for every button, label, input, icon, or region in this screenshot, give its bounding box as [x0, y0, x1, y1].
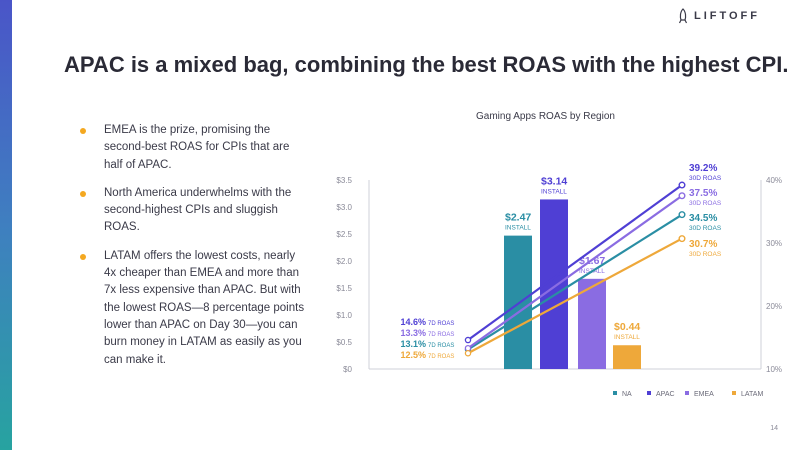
bar-latam: [613, 345, 641, 369]
end-value-label: 37.5%: [689, 188, 717, 199]
end-value-label: 39.2%: [689, 163, 717, 174]
left-tick-label: $2.0: [336, 257, 352, 266]
legend-label: NA: [622, 391, 632, 398]
bar-sublabel: INSTALL: [541, 188, 567, 195]
legend-swatch-apac: [647, 391, 651, 395]
left-tick-label: $1.5: [336, 284, 352, 293]
chart-title: Gaming Apps ROAS by Region: [476, 111, 615, 122]
start-value-label: 12.5%: [400, 350, 426, 360]
right-tick-label: 30%: [766, 239, 782, 248]
end-value-label: 34.5%: [689, 213, 717, 224]
left-tick-label: $1.0: [336, 311, 352, 320]
left-tick-label: $3.5: [336, 176, 352, 185]
roas-end-point: [678, 181, 686, 189]
end-sublabel: 30D ROAS: [689, 225, 722, 232]
start-value-label: 13.3%: [400, 328, 426, 338]
right-tick-label: 20%: [766, 302, 782, 311]
legend-label: APAC: [656, 391, 675, 398]
left-tick-label: $2.5: [336, 230, 352, 239]
slide-title: APAC is a mixed bag, combining the best …: [64, 52, 789, 77]
roas-line-apac: [467, 184, 683, 341]
bullet-dot: [80, 128, 86, 134]
right-tick-label: 40%: [766, 176, 782, 185]
start-value-label: 13.1%: [400, 339, 426, 349]
bullet-item: LATAM offers the lowest costs, nearly 4x…: [80, 248, 310, 369]
bar-value-label: $2.47: [505, 212, 531, 224]
bar-na: [504, 235, 532, 369]
page-number: 14: [770, 425, 778, 432]
roas-line-emea: [467, 194, 683, 350]
end-value-label: 30.7%: [689, 239, 717, 250]
legend-swatch-na: [613, 391, 617, 395]
start-sublabel: 7D ROAS: [428, 332, 454, 338]
roas-end-point: [678, 235, 686, 243]
start-sublabel: 7D ROAS: [428, 321, 454, 327]
legend-swatch-latam: [732, 391, 736, 395]
bullet-text: LATAM offers the lowest costs, nearly 4x…: [104, 249, 305, 366]
end-sublabel: 30D ROAS: [689, 251, 722, 258]
brand-logo-text: LIFTOFF: [693, 10, 760, 22]
start-sublabel: 7D ROAS: [428, 343, 454, 349]
bullet-text: EMEA is the prize, promising the second-…: [104, 124, 290, 171]
bar-sublabel: INSTALL: [505, 225, 531, 232]
legend-swatch-emea: [685, 391, 689, 395]
roas-start-point: [464, 349, 472, 357]
bar-value-label: $3.14: [541, 175, 567, 187]
right-tick-label: 10%: [766, 365, 782, 374]
bullet-dot: [80, 253, 86, 260]
roas-end-point: [678, 192, 686, 200]
roas-line-na: [467, 213, 683, 351]
roas-start-point: [464, 336, 472, 344]
roas-line-latam: [467, 237, 683, 355]
bullet-item: EMEA is the prize, promising the second-…: [80, 122, 310, 174]
left-tick-label: $0.5: [336, 338, 352, 347]
brand-logo: LIFTOFF: [678, 8, 760, 24]
legend-label: LATAM: [741, 391, 763, 398]
roas-end-point: [678, 211, 686, 219]
bar-sublabel: INSTALL: [614, 334, 640, 341]
end-sublabel: 30D ROAS: [689, 175, 722, 182]
rocket-icon: [678, 8, 688, 24]
roas-chart: $0 $0.5 $1.0 $1.5 $2.0 $2.5 $3.0 $3.5 10% 20% 30% 4…: [336, 163, 782, 398]
bullet-dot: [80, 190, 86, 197]
bar-emea: [578, 278, 606, 369]
bullet-text: North America underwhelms with the secon…: [104, 186, 292, 234]
legend-label: EMEA: [694, 391, 714, 398]
side-accent-bar: [0, 0, 12, 450]
bullet-list: EMEA is the prize, promising the second-…: [80, 122, 310, 380]
left-tick-label: $3.0: [336, 203, 352, 212]
bullet-item: North America underwhelms with the secon…: [80, 185, 310, 237]
start-value-label: 14.6%: [400, 317, 426, 327]
bar-value-label: $0.44: [614, 321, 640, 333]
start-sublabel: 7D ROAS: [428, 354, 454, 360]
left-tick-label: $0: [343, 365, 352, 374]
end-sublabel: 30D ROAS: [689, 200, 722, 207]
